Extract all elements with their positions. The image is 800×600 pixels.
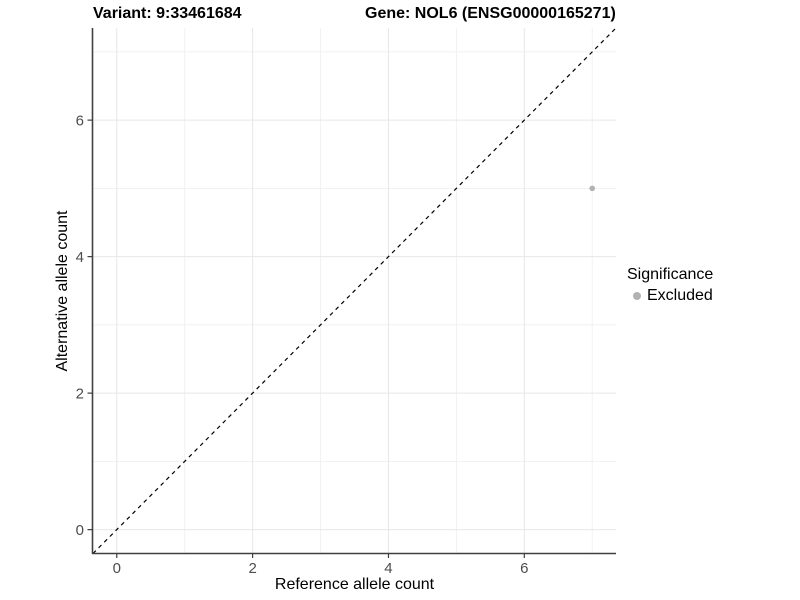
identity-line (92, 27, 617, 554)
y-tick-label: 4 (76, 249, 84, 266)
plot-title-variant: Variant: 9:33461684 (93, 5, 242, 22)
legend: Significance Excluded (627, 266, 713, 305)
data-point (589, 185, 596, 192)
x-tick-label: 0 (113, 560, 121, 577)
x-tick-label: 6 (520, 560, 528, 577)
legend-key-dot (633, 292, 641, 300)
legend-item-excluded: Excluded (633, 287, 713, 305)
legend-title: Significance (627, 266, 714, 283)
x-tick-label: 4 (384, 560, 392, 577)
plot-title-gene: Gene: NOL6 (ENSG00000165271) (365, 5, 616, 22)
y-tick-label: 0 (76, 522, 84, 539)
x-axis-title: Reference allele count (274, 576, 435, 593)
y-axis-title: Alternative allele count (54, 210, 71, 372)
y-tick-label: 2 (76, 385, 84, 402)
y-tick-label: 6 (76, 112, 84, 129)
legend-item-label: Excluded (647, 287, 713, 304)
x-tick-label: 2 (248, 560, 256, 577)
